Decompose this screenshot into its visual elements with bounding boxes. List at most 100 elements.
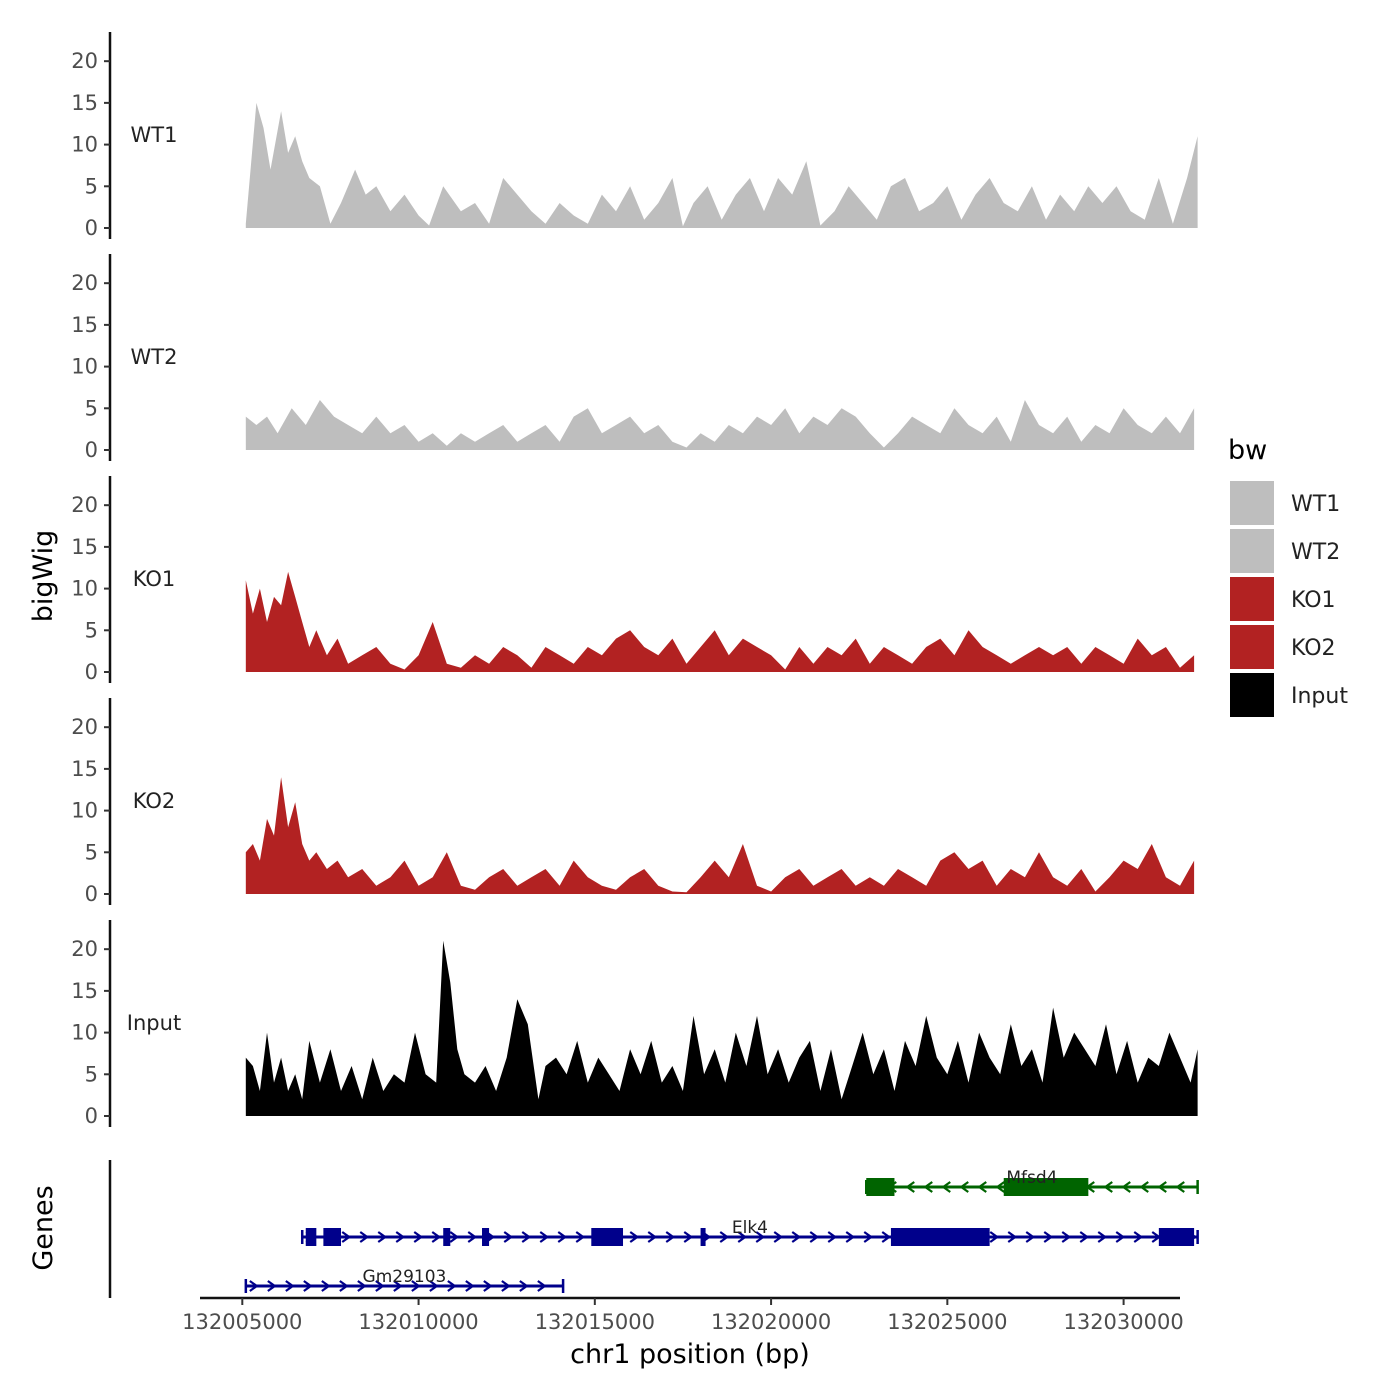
track-label: WT1 bbox=[131, 123, 178, 147]
track-input: 0 5 10 15 20 Input bbox=[71, 920, 1198, 1128]
y-tick-label: 20 bbox=[71, 271, 98, 295]
y-axis-title: bigWig bbox=[28, 530, 59, 623]
strand-arrow bbox=[1079, 1231, 1090, 1243]
x-tick-label: 132010000 bbox=[358, 1310, 478, 1334]
y-tick-label: 10 bbox=[71, 577, 98, 601]
strand-arrow bbox=[995, 1181, 1005, 1193]
x-axis-title: chr1 position (bp) bbox=[570, 1339, 810, 1370]
strand-arrow bbox=[1097, 1231, 1108, 1243]
strand-arrow bbox=[1061, 1231, 1072, 1243]
strand-arrow bbox=[375, 1280, 385, 1292]
exon bbox=[482, 1228, 490, 1246]
x-tick-label: 132015000 bbox=[535, 1310, 655, 1334]
legend-key-ko2 bbox=[1230, 625, 1274, 669]
exon bbox=[1003, 1178, 1089, 1196]
y-tick-label: 0 bbox=[85, 438, 98, 462]
y-tick-label: 10 bbox=[71, 799, 98, 823]
y-tick-label: 15 bbox=[71, 757, 98, 781]
strand-arrow bbox=[467, 1231, 478, 1243]
coverage-area-wt2 bbox=[245, 400, 1195, 450]
exon bbox=[1158, 1228, 1195, 1246]
strand-arrow bbox=[629, 1231, 640, 1243]
strand-arrow bbox=[791, 1231, 802, 1243]
strand-arrow bbox=[411, 1280, 421, 1292]
strand-arrow bbox=[341, 1231, 352, 1243]
strand-arrow bbox=[413, 1231, 424, 1243]
strand-arrow bbox=[321, 1280, 331, 1292]
strand-arrow bbox=[827, 1231, 838, 1243]
legend-title: bw bbox=[1228, 435, 1267, 466]
strand-arrow bbox=[773, 1231, 784, 1243]
genes-axis-title: Genes bbox=[28, 1185, 59, 1270]
strand-arrow bbox=[1103, 1181, 1113, 1193]
strand-arrow bbox=[719, 1231, 730, 1243]
legend-label-wt2: WT2 bbox=[1291, 540, 1340, 565]
strand-arrow bbox=[303, 1280, 313, 1292]
strand-arrow bbox=[863, 1231, 874, 1243]
exon bbox=[443, 1228, 451, 1246]
x-tick-label: 132025000 bbox=[887, 1310, 1007, 1334]
strand-arrow bbox=[429, 1280, 439, 1292]
x-tick-label: 132005000 bbox=[182, 1310, 302, 1334]
gene-elk4: Elk4 bbox=[300, 1218, 1199, 1246]
track-label: Input bbox=[127, 1011, 181, 1035]
y-tick-label: 0 bbox=[85, 216, 98, 240]
strand-arrow bbox=[1121, 1181, 1131, 1193]
legend-label-ko2: KO2 bbox=[1291, 636, 1336, 661]
strand-arrow bbox=[575, 1231, 586, 1243]
strand-arrow bbox=[431, 1231, 442, 1243]
coverage-area-input bbox=[245, 940, 1198, 1116]
strand-arrow bbox=[1175, 1181, 1185, 1193]
track-label: KO2 bbox=[133, 789, 176, 813]
x-tick-label: 132030000 bbox=[1063, 1310, 1183, 1334]
y-tick-label: 20 bbox=[71, 937, 98, 961]
gene-mfsd4: Mfsd4 bbox=[865, 1168, 1199, 1196]
strand-arrow bbox=[905, 1181, 915, 1193]
strand-arrow bbox=[483, 1280, 493, 1292]
strand-arrow bbox=[537, 1280, 547, 1292]
exon bbox=[866, 1178, 895, 1196]
strand-arrow bbox=[267, 1280, 277, 1292]
strand-arrow bbox=[1157, 1181, 1167, 1193]
track-ko2: 0 5 10 15 20 KO2 bbox=[71, 698, 1195, 906]
exon bbox=[591, 1228, 624, 1246]
strand-arrow bbox=[557, 1231, 568, 1243]
legend-label-ko1: KO1 bbox=[1291, 588, 1336, 613]
strand-arrow bbox=[339, 1280, 349, 1292]
exon bbox=[890, 1228, 990, 1246]
strand-arrow bbox=[989, 1231, 1000, 1243]
y-tick-label: 0 bbox=[85, 882, 98, 906]
strand-arrow bbox=[393, 1280, 403, 1292]
x-axis: 132005000 132010000 132015000 132020000 1320… bbox=[182, 1296, 1184, 1334]
coverage-area-ko2 bbox=[245, 777, 1195, 894]
strand-arrow bbox=[539, 1231, 550, 1243]
y-tick-label: 15 bbox=[71, 313, 98, 337]
strand-arrow bbox=[285, 1280, 295, 1292]
strand-arrow bbox=[1043, 1231, 1054, 1243]
y-tick-label: 20 bbox=[71, 493, 98, 517]
strand-arrow bbox=[449, 1231, 460, 1243]
strand-arrow bbox=[1007, 1231, 1018, 1243]
strand-arrow bbox=[845, 1231, 856, 1243]
strand-arrow bbox=[959, 1181, 969, 1193]
exon bbox=[305, 1228, 317, 1246]
gene-label: Mfsd4 bbox=[1006, 1168, 1057, 1188]
gene-label: Elk4 bbox=[732, 1218, 768, 1238]
strand-arrow bbox=[1133, 1231, 1144, 1243]
strand-arrow bbox=[1025, 1231, 1036, 1243]
strand-arrow bbox=[647, 1231, 658, 1243]
y-tick-label: 15 bbox=[71, 91, 98, 115]
y-tick-label: 5 bbox=[85, 396, 98, 420]
strand-arrow bbox=[881, 1231, 892, 1243]
strand-arrow bbox=[465, 1280, 475, 1292]
strand-arrow bbox=[941, 1181, 951, 1193]
y-tick-label: 15 bbox=[71, 535, 98, 559]
legend-key-ko1 bbox=[1230, 577, 1274, 621]
strand-arrow bbox=[521, 1231, 532, 1243]
track-wt1: 0 5 10 15 20 WT1 bbox=[71, 32, 1198, 240]
genes-panel: Mfsd4 Elk4 Gm29103 bbox=[108, 1160, 1199, 1298]
strand-arrow bbox=[1139, 1181, 1149, 1193]
gene-gm29103: Gm29103 bbox=[244, 1267, 565, 1293]
strand-arrow bbox=[249, 1280, 259, 1292]
